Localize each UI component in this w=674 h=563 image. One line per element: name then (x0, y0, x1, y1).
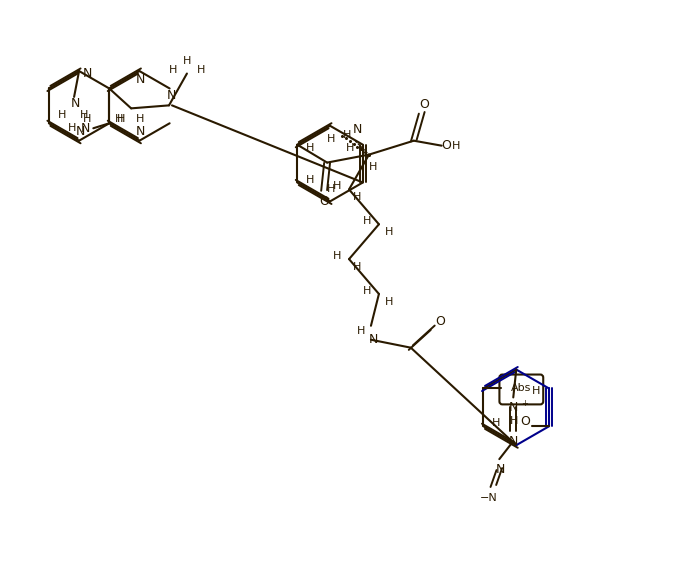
Text: H: H (385, 297, 393, 307)
Text: O: O (520, 415, 530, 428)
Text: H: H (327, 133, 335, 144)
Text: H: H (353, 193, 361, 203)
Text: H: H (117, 114, 125, 124)
Text: H: H (492, 418, 501, 428)
FancyBboxPatch shape (499, 374, 543, 404)
Text: H: H (333, 181, 341, 191)
Text: H: H (532, 386, 541, 396)
Text: H: H (369, 162, 377, 172)
Text: H: H (333, 251, 341, 261)
Text: H: H (363, 216, 371, 226)
Text: N: N (495, 463, 505, 476)
Text: H: H (306, 142, 314, 153)
Text: H: H (343, 129, 351, 140)
Text: O: O (441, 139, 452, 152)
Text: H: H (452, 141, 460, 151)
Text: N: N (135, 125, 145, 138)
Text: H: H (363, 286, 371, 296)
Text: +: + (521, 399, 528, 408)
Text: H: H (306, 175, 314, 185)
Text: H: H (510, 416, 518, 426)
Text: O: O (419, 99, 429, 111)
Text: N: N (135, 74, 145, 87)
Text: N: N (82, 66, 92, 79)
Text: H: H (136, 114, 144, 124)
Text: H: H (115, 114, 123, 124)
Text: H: H (197, 65, 205, 74)
Text: H: H (58, 110, 66, 120)
Text: N: N (70, 97, 80, 110)
Text: N: N (166, 89, 176, 102)
Text: H: H (357, 326, 365, 336)
Text: H: H (168, 65, 177, 74)
Text: O: O (319, 195, 329, 208)
Text: H: H (327, 185, 335, 194)
Text: O: O (435, 315, 446, 328)
Text: H: H (80, 110, 88, 120)
Text: Abs: Abs (511, 383, 532, 394)
Text: H: H (183, 56, 191, 66)
Text: N: N (368, 333, 377, 346)
Text: H: H (385, 227, 393, 237)
Text: N: N (509, 435, 518, 448)
Text: H: H (68, 123, 77, 133)
Text: N: N (81, 122, 90, 135)
Text: N: N (75, 125, 85, 138)
Text: N: N (509, 401, 518, 414)
Text: H: H (346, 142, 354, 153)
Text: H: H (353, 262, 361, 272)
Text: N: N (353, 123, 362, 136)
Text: H: H (83, 114, 92, 124)
Text: −N: −N (479, 493, 497, 503)
